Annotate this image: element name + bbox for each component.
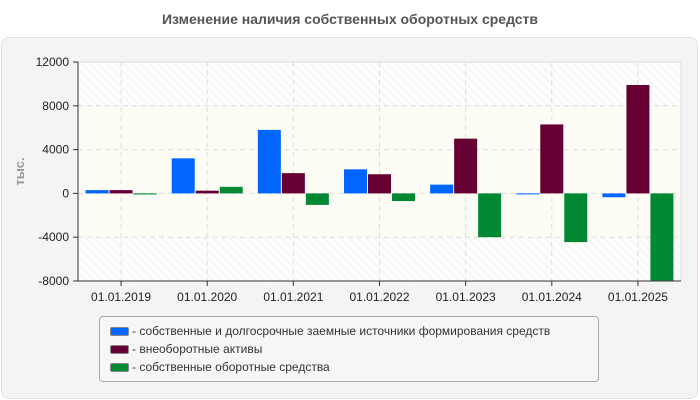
y-axis-label: тыс.	[12, 157, 27, 185]
x-tick-label: 01.01.2021	[263, 290, 323, 304]
bar	[564, 193, 588, 243]
x-tick-label: 01.01.2023	[436, 290, 496, 304]
bar	[454, 138, 478, 194]
bar	[344, 169, 367, 194]
y-tick-label: 8000	[42, 99, 69, 113]
bar	[133, 193, 157, 195]
bar	[392, 193, 415, 202]
y-tick-label: 0	[62, 186, 69, 200]
y-tick-label: -4000	[38, 230, 69, 244]
legend-item: - внеоборотные активы	[110, 340, 598, 358]
bar	[368, 174, 391, 194]
legend-item: - собственные оборотные средства	[110, 358, 598, 376]
chart-title: Изменение наличия собственных оборотных …	[161, 11, 539, 27]
legend-item: - собственные и долгосрочные заемные ист…	[110, 322, 598, 340]
x-tick-label: 01.01.2019	[91, 290, 151, 304]
bar	[650, 193, 674, 281]
bar	[171, 158, 195, 194]
bar	[430, 184, 454, 194]
bar	[478, 193, 502, 238]
bar	[195, 190, 219, 194]
bar	[305, 193, 329, 205]
legend-swatch	[110, 362, 129, 372]
bar	[281, 173, 305, 194]
x-tick-label: 01.01.2020	[177, 290, 237, 304]
bar	[257, 129, 281, 194]
y-tick-label: 12000	[36, 55, 70, 69]
x-tick-label: 01.01.2024	[522, 290, 582, 304]
legend: - собственные и долгосрочные заемные ист…	[99, 316, 599, 382]
bar	[602, 193, 626, 198]
x-tick-label: 01.01.2022	[349, 290, 409, 304]
legend-label: - внеоборотные активы	[132, 342, 263, 356]
bar	[219, 186, 243, 194]
bar	[516, 193, 540, 195]
bar	[85, 190, 109, 194]
legend-swatch	[110, 344, 129, 354]
legend-label: - собственные оборотные средства	[132, 360, 330, 374]
legend-swatch	[110, 326, 129, 336]
legend-label: - собственные и долгосрочные заемные ист…	[132, 324, 551, 338]
bar	[626, 84, 650, 194]
y-tick-label: -8000	[38, 274, 69, 288]
bar	[540, 124, 564, 194]
y-tick-label: 4000	[42, 143, 69, 157]
bar	[109, 190, 133, 194]
x-tick-label: 01.01.2025	[608, 290, 668, 304]
